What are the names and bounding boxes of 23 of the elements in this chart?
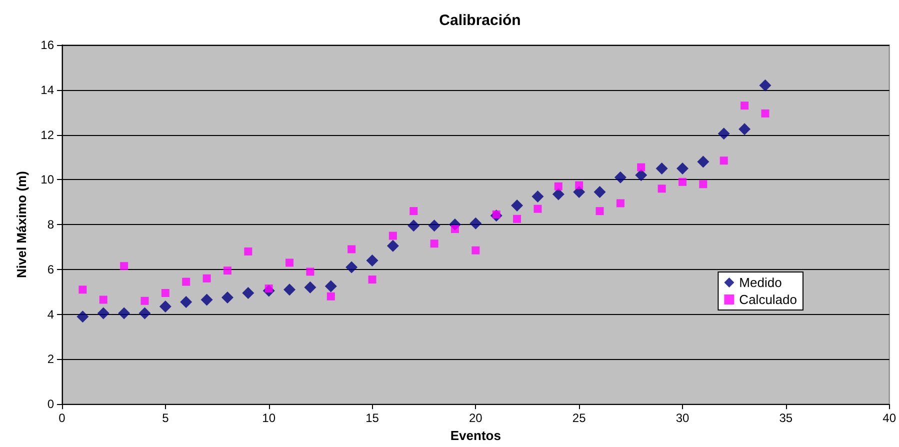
- y-tick-label: 4: [47, 307, 54, 322]
- x-tick-label: 0: [58, 411, 66, 426]
- y-tick-label: 0: [47, 397, 54, 412]
- x-tick-label: 25: [572, 411, 586, 426]
- x-tick-label: 30: [676, 411, 690, 426]
- x-tick-label: 20: [468, 411, 483, 426]
- y-axis-title: Nivel Máximo (m): [14, 171, 29, 278]
- y-tick-label: 12: [40, 128, 54, 142]
- y-tick-label: 14: [40, 82, 54, 97]
- x-tick-label: 40: [882, 411, 896, 426]
- x-tick-label: 15: [366, 411, 380, 426]
- legend-label: Medido: [739, 275, 782, 290]
- y-tick-label: 10: [40, 172, 54, 187]
- chart-title: Calibración: [439, 12, 521, 29]
- y-tick-label: 8: [47, 218, 54, 232]
- x-tick-label: 5: [162, 411, 170, 426]
- y-tick-label: 2: [47, 352, 54, 366]
- x-tick-label: 10: [262, 411, 276, 426]
- y-tick-label: 16: [40, 38, 54, 52]
- legend-label: Calculado: [739, 292, 798, 307]
- y-tick-label: 6: [47, 262, 54, 276]
- x-axis-title: Eventos: [450, 428, 501, 443]
- x-tick-label: 35: [779, 411, 793, 426]
